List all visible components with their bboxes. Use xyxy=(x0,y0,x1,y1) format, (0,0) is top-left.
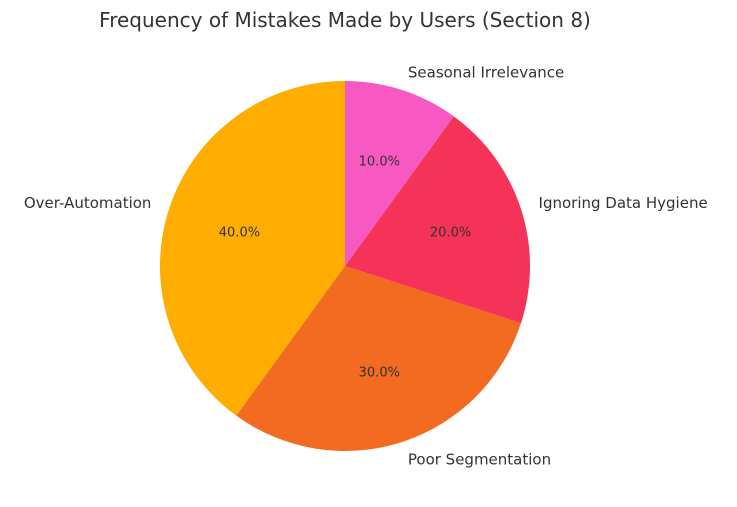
pie-slice-ignoring-data-hygiene xyxy=(345,116,530,324)
slice-category-label: Over-Automation xyxy=(24,194,152,212)
pie-slice-over-automation xyxy=(159,81,345,416)
slice-category-label: Seasonal Irrelevance xyxy=(408,63,564,81)
pie-slices xyxy=(159,81,530,451)
pie-slice-seasonal-irrelevance xyxy=(345,81,454,266)
slice-labels: 40.0% Over-Automation 30.0% Poor Segmentati… xyxy=(24,63,708,468)
slice-percent-label: 40.0% xyxy=(219,226,260,241)
slice-category-label: Ignoring Data Hygiene xyxy=(539,194,708,212)
pie-slice-poor-segmentation xyxy=(236,266,521,451)
chart-title: Frequency of Mistakes Made by Users (Sec… xyxy=(99,8,591,32)
slice-percent-label: 30.0% xyxy=(359,366,400,381)
slice-category-label: Poor Segmentation xyxy=(408,451,551,469)
slice-percent-label: 20.0% xyxy=(430,226,471,241)
slice-percent-label: 10.0% xyxy=(359,154,400,169)
